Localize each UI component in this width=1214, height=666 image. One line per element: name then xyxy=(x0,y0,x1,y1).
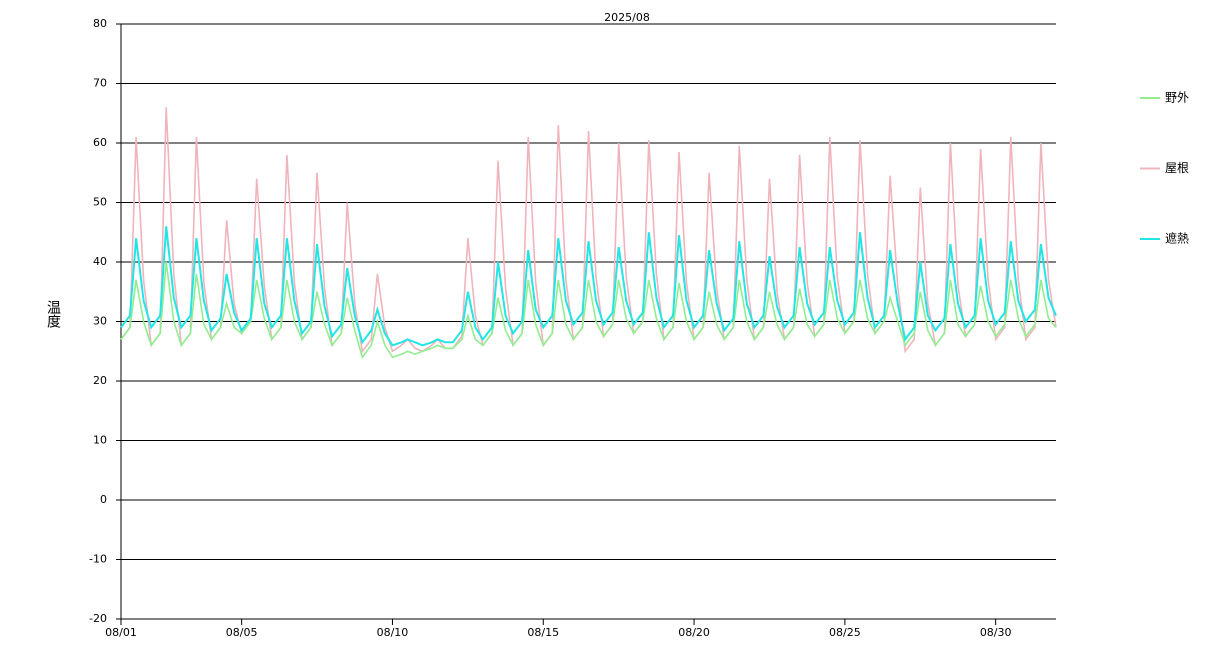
y-tick-label: 80 xyxy=(93,17,107,30)
series-line xyxy=(120,226,1057,347)
y-axis-label: 温度 xyxy=(45,300,61,328)
x-tick-label: 08/15 xyxy=(527,626,559,639)
y-tick-label: 10 xyxy=(93,434,107,447)
legend-label: 遮熱 xyxy=(1165,231,1189,246)
x-tick-label: 08/20 xyxy=(678,626,710,639)
x-tick-label: 08/01 xyxy=(105,626,137,639)
y-tick-label: -10 xyxy=(89,553,107,566)
y-tick-label: 0 xyxy=(100,493,107,506)
x-tick-label: 08/10 xyxy=(377,626,409,639)
y-tick-label: 40 xyxy=(93,255,107,268)
legend-label: 屋根 xyxy=(1165,161,1189,175)
x-tick-label: 08/30 xyxy=(980,626,1012,639)
series-line xyxy=(120,261,1057,359)
chart-title: 2025/08 xyxy=(604,11,650,24)
y-tick-label: 70 xyxy=(93,77,107,90)
x-tick-label: 08/25 xyxy=(829,626,861,639)
y-tick-label: 20 xyxy=(93,374,107,387)
y-tick-label: -20 xyxy=(89,612,107,625)
x-tick-label: 08/05 xyxy=(226,626,258,639)
legend-label: 野外 xyxy=(1165,91,1189,105)
y-tick-label: 50 xyxy=(93,196,107,209)
y-tick-label: 30 xyxy=(93,315,107,328)
y-tick-label: 60 xyxy=(93,136,107,149)
